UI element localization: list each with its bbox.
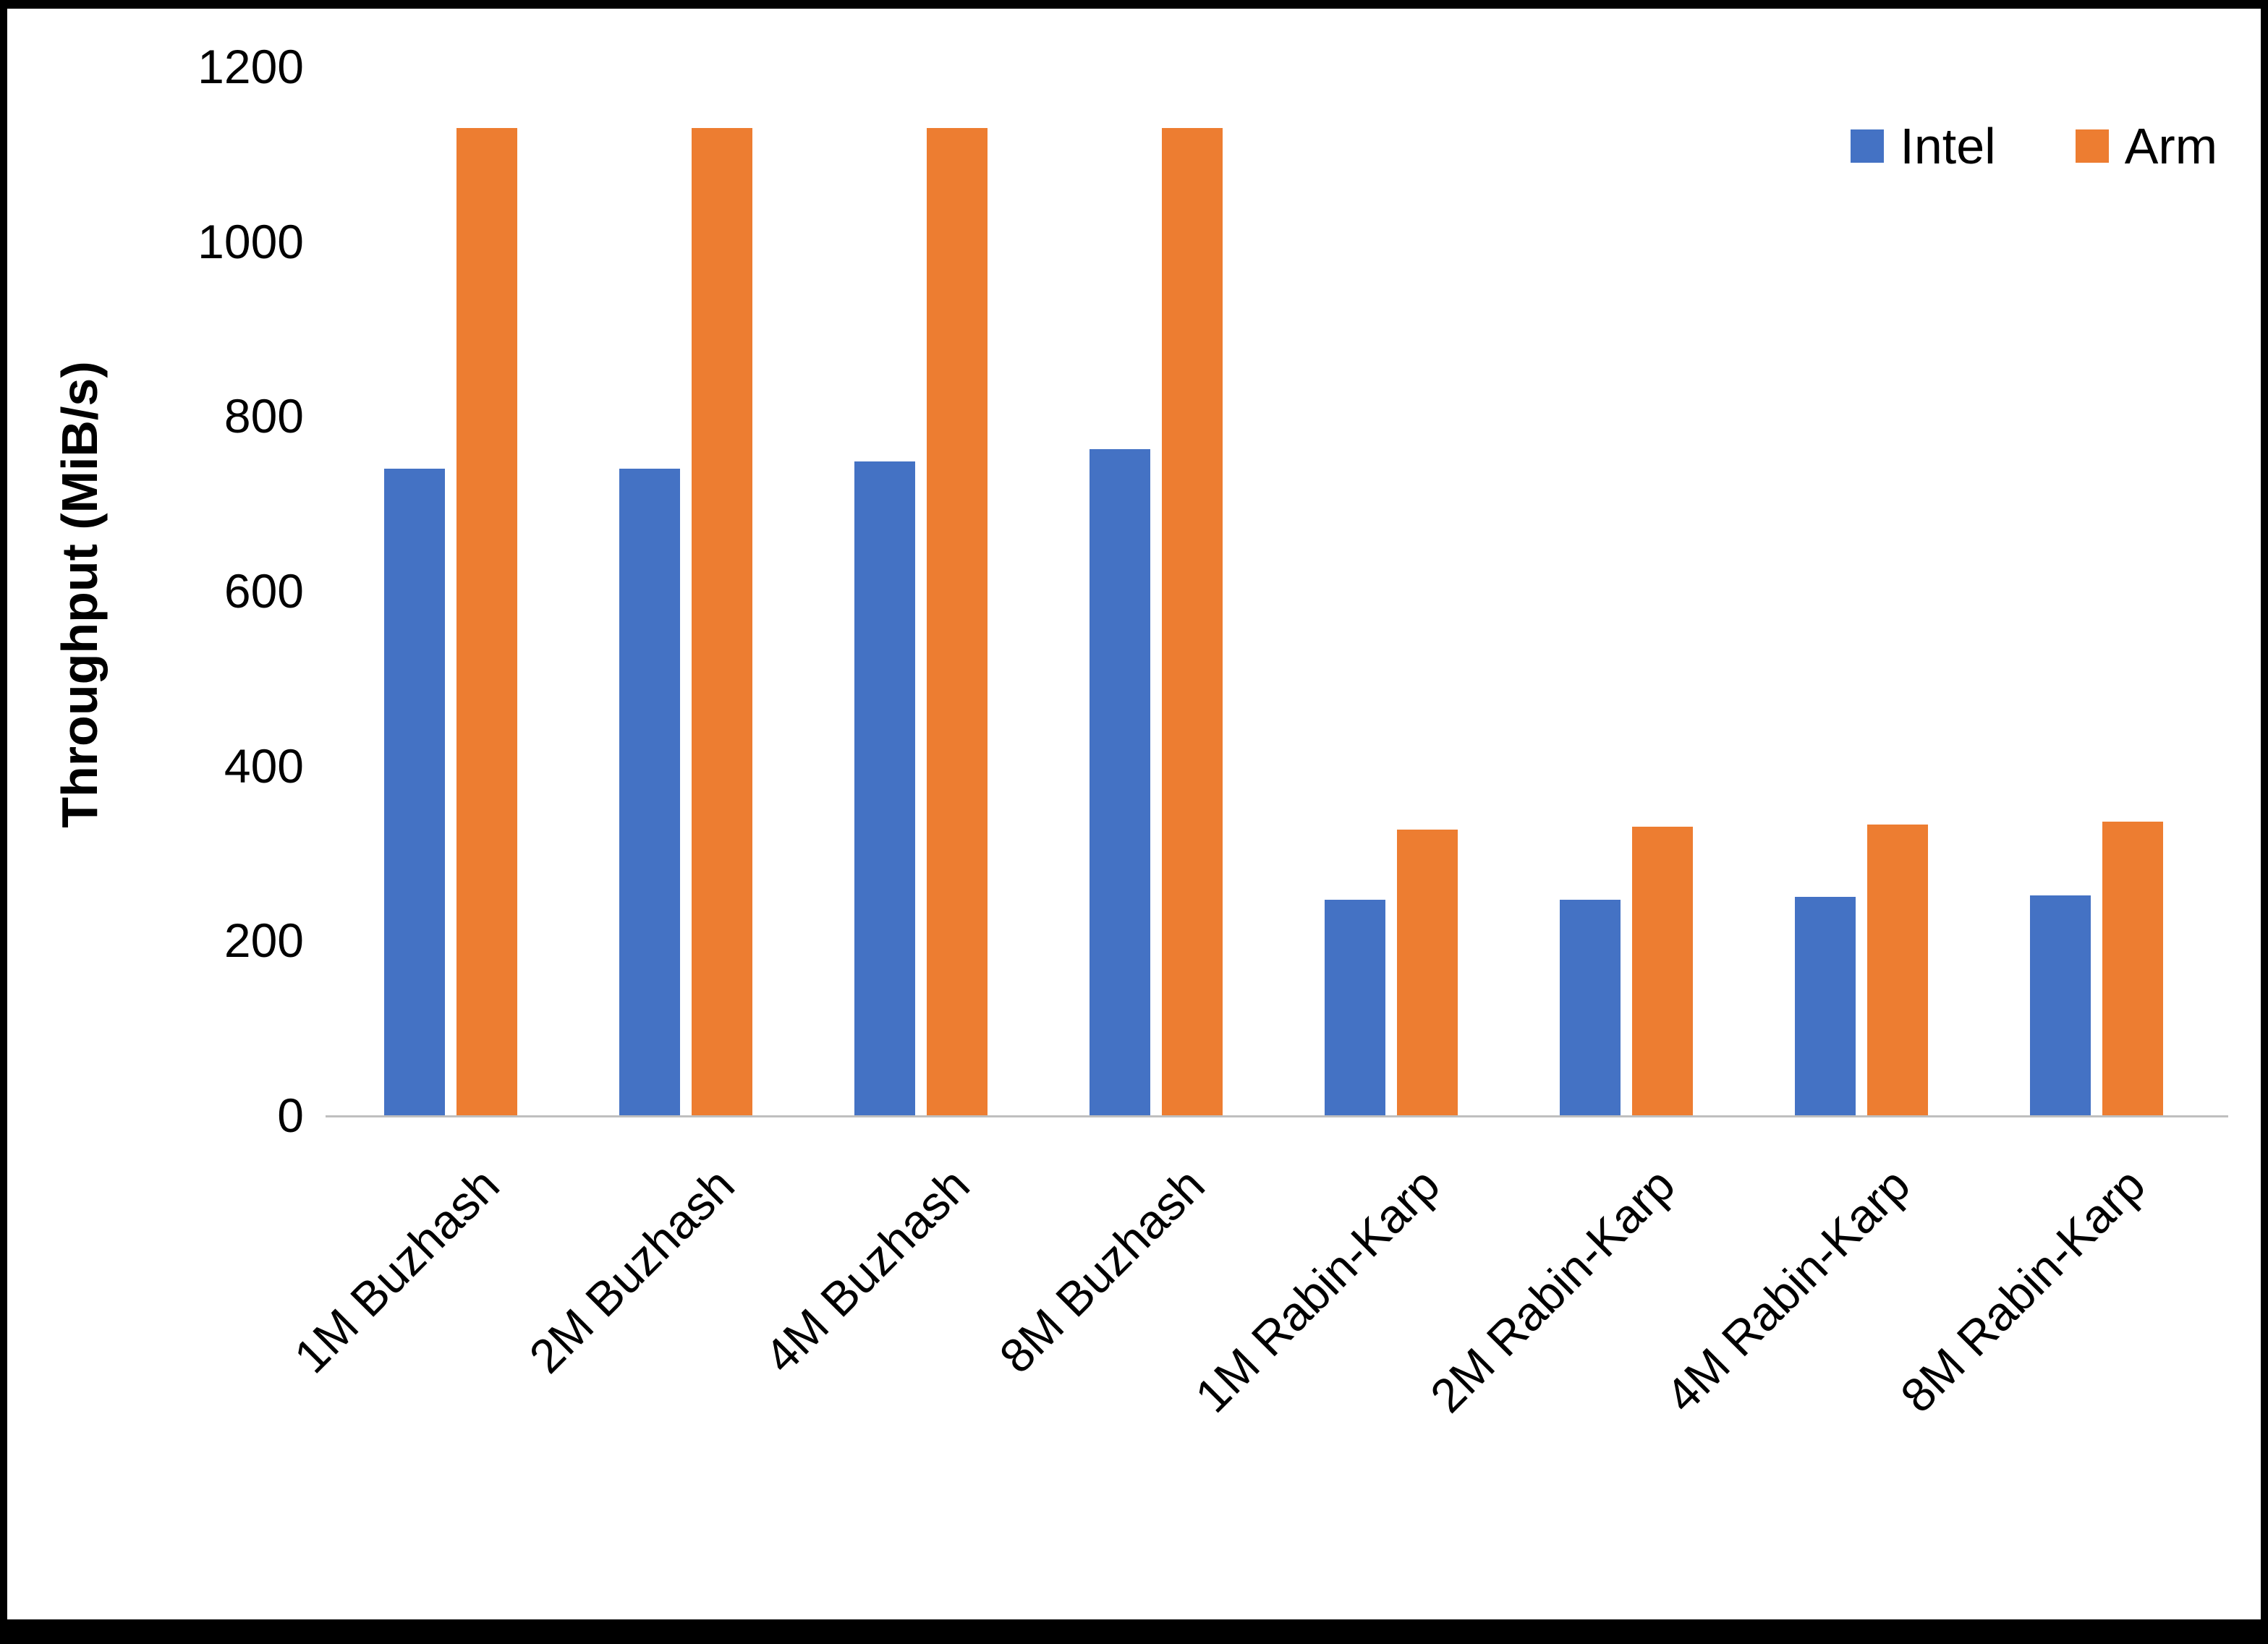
x-category-label: 8M Buzhash bbox=[988, 1157, 1215, 1384]
legend: Intel Arm bbox=[1851, 117, 2217, 175]
legend-label-intel: Intel bbox=[1900, 118, 1996, 174]
bar-intel-2m-buzhash bbox=[619, 468, 680, 1115]
x-category-label: 1M Buzhash bbox=[283, 1157, 509, 1384]
y-tick-label: 1000 bbox=[198, 214, 304, 268]
bar-arm-2m-rabin-karp bbox=[1631, 827, 1693, 1115]
y-tick-label: 200 bbox=[224, 913, 304, 968]
legend-item-intel: Intel bbox=[1851, 117, 1996, 175]
y-tick-label: 1200 bbox=[198, 40, 304, 93]
bar-intel-4m-buzhash bbox=[854, 461, 915, 1115]
bar-intel-8m-buzhash bbox=[1089, 449, 1150, 1115]
bar-arm-8m-buzhash bbox=[1161, 127, 1223, 1115]
y-axis-tick-labels: 0 200 400 600 800 1000 1200 bbox=[87, 40, 304, 1142]
x-category-label: 2M Buzhash bbox=[518, 1157, 744, 1384]
bar-arm-4m-rabin-karp bbox=[1866, 824, 1928, 1115]
x-category-label: 4M Rabin-Karp bbox=[1655, 1157, 1920, 1423]
x-category-label: 4M Buzhash bbox=[753, 1157, 980, 1384]
y-tick-label: 0 bbox=[277, 1089, 304, 1142]
legend-swatch-intel bbox=[1851, 129, 1885, 163]
x-axis-line bbox=[326, 1115, 2228, 1117]
y-tick-label: 600 bbox=[224, 564, 304, 618]
bar-intel-8m-rabin-karp bbox=[2029, 895, 2091, 1115]
plot-area bbox=[333, 67, 2214, 1115]
legend-item-arm: Arm bbox=[2075, 117, 2217, 175]
y-tick-label: 400 bbox=[224, 738, 304, 793]
bar-arm-4m-buzhash bbox=[926, 127, 988, 1115]
legend-label-arm: Arm bbox=[2124, 118, 2217, 174]
y-tick-label: 800 bbox=[224, 389, 304, 443]
x-category-label: 2M Rabin-Karp bbox=[1419, 1157, 1685, 1423]
bar-intel-1m-rabin-karp bbox=[1324, 899, 1385, 1115]
bar-arm-1m-rabin-karp bbox=[1396, 829, 1458, 1115]
bar-intel-4m-rabin-karp bbox=[1794, 896, 1856, 1115]
bar-arm-1m-buzhash bbox=[456, 127, 517, 1115]
x-axis-category-labels: 1M Buzhash 2M Buzhash 4M Buzhash 8M Buzhash… bbox=[284, 1130, 2214, 1578]
bar-intel-1m-buzhash bbox=[383, 468, 445, 1115]
bar-intel-2m-rabin-karp bbox=[1559, 899, 1621, 1115]
bar-arm-8m-rabin-karp bbox=[2102, 822, 2163, 1115]
bar-arm-2m-buzhash bbox=[691, 127, 752, 1115]
x-category-label: 8M Rabin-Karp bbox=[1890, 1157, 2155, 1423]
legend-swatch-arm bbox=[2075, 129, 2109, 163]
x-category-label: 1M Rabin-Karp bbox=[1184, 1157, 1450, 1423]
bar-chart: Throughput (MiB/s) 0 200 400 600 800 1000 1200… bbox=[7, 9, 2261, 1619]
